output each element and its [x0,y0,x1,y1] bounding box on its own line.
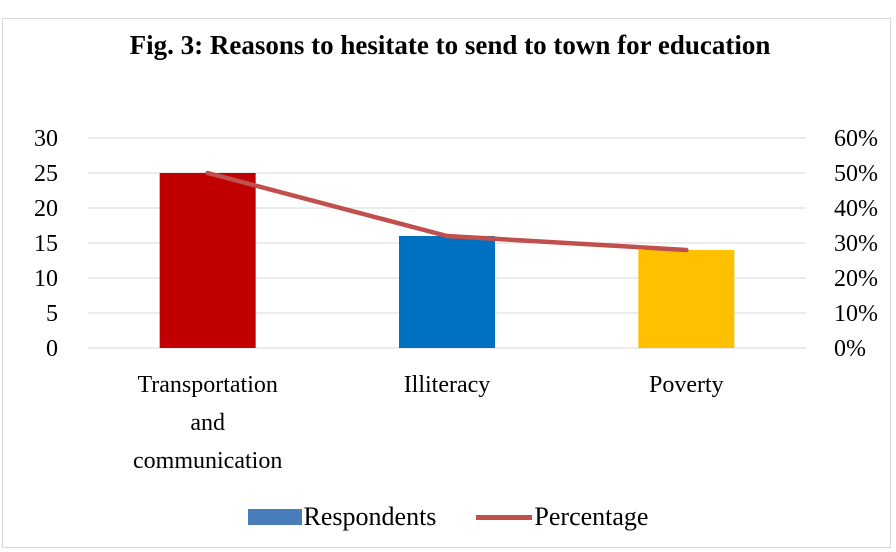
legend-item-percentage: Percentage [476,502,648,532]
y-tick-label: 30 [34,126,58,152]
x-tick-label: Poverty [649,372,724,398]
legend-label-respondents: Respondents [304,502,437,532]
x-tick-label: Transportation and communication [133,372,282,474]
bar-respondents [160,173,256,348]
x-tick-label: Illiteracy [404,372,491,398]
y2-tick-label: 0% [834,336,866,362]
y2-tick-label: 40% [834,196,878,222]
y-tick-label: 25 [34,161,58,187]
y-tick-label: 15 [34,231,58,257]
y-tick-label: 5 [46,301,58,327]
legend-label-percentage: Percentage [534,502,648,532]
y2-tick-label: 20% [834,266,878,292]
legend-swatch-percentage [476,515,532,520]
y-tick-label: 10 [34,266,58,292]
y-tick-label: 20 [34,196,58,222]
bar-respondents [638,250,734,348]
y2-tick-label: 60% [834,126,878,152]
y2-tick-label: 10% [834,301,878,327]
chart-legend: Respondents Percentage [0,500,896,534]
legend-swatch-respondents [248,509,302,525]
y-tick-label: 0 [46,336,58,362]
bar-respondents [399,236,495,348]
y2-tick-label: 50% [834,161,878,187]
y2-tick-label: 30% [834,231,878,257]
legend-item-respondents: Respondents [248,502,437,532]
